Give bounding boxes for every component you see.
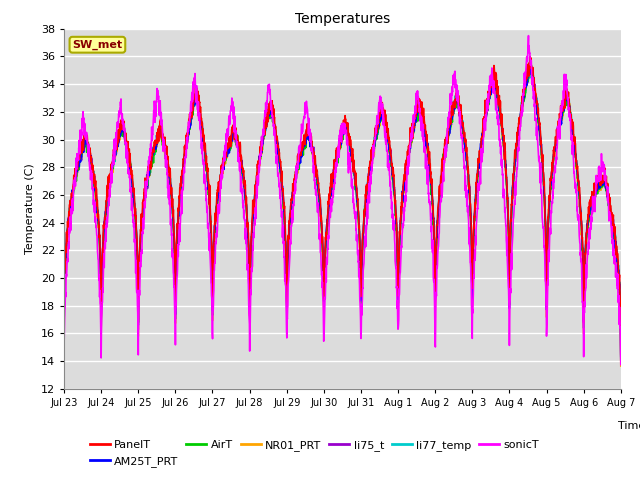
li77_temp [60,355,68,360]
li75_t [371,143,378,149]
AM25T_PRT [568,127,575,133]
sonicT [525,33,532,38]
li77_temp [526,62,534,68]
Line: AirT: AirT [64,64,621,360]
PanelT [504,206,512,212]
Line: PanelT: PanelT [64,57,621,354]
sonicT [504,276,512,282]
PanelT [526,54,534,60]
sonicT [216,211,223,216]
Line: sonicT: sonicT [64,36,621,365]
li75_t [60,354,68,360]
li75_t [568,128,575,134]
Line: li77_temp: li77_temp [64,65,621,358]
Line: li75_t: li75_t [64,61,621,357]
sonicT [584,254,591,260]
PanelT [568,117,575,122]
NR01_PRT [504,220,512,226]
AirT [358,252,366,257]
li77_temp [504,212,512,218]
NR01_PRT [584,231,591,237]
Line: AM25T_PRT: AM25T_PRT [64,63,621,360]
AirT [568,127,575,132]
Title: Temperatures: Temperatures [295,12,390,26]
sonicT [568,134,575,140]
li75_t [358,249,366,254]
Legend: PanelT, AM25T_PRT, AirT, NR01_PRT, li75_t, li77_temp, sonicT: PanelT, AM25T_PRT, AirT, NR01_PRT, li75_… [85,436,544,471]
NR01_PRT [60,365,68,371]
PanelT [358,240,366,246]
NR01_PRT [371,144,378,149]
NR01_PRT [216,191,223,197]
li77_temp [358,247,366,253]
AM25T_PRT [504,215,512,220]
NR01_PRT [527,58,534,63]
sonicT [617,362,625,368]
Text: SW_met: SW_met [72,40,122,50]
li75_t [216,179,223,184]
li75_t [504,215,512,221]
PanelT [371,138,378,144]
AirT [216,185,223,191]
li75_t [584,226,591,232]
X-axis label: Time: Time [618,421,640,431]
li75_t [527,59,535,64]
sonicT [358,296,366,301]
AM25T_PRT [60,357,68,362]
AirT [617,357,625,363]
AM25T_PRT [526,60,534,66]
li77_temp [584,223,591,228]
AirT [504,217,512,223]
NR01_PRT [358,253,366,259]
Y-axis label: Temperature (C): Temperature (C) [25,163,35,254]
AirT [527,61,534,67]
li77_temp [568,120,575,126]
NR01_PRT [568,121,575,127]
AM25T_PRT [216,184,223,190]
AM25T_PRT [358,247,366,252]
AM25T_PRT [617,356,625,361]
AirT [60,352,68,358]
PanelT [60,345,68,350]
li77_temp [216,180,223,186]
AM25T_PRT [371,143,378,148]
PanelT [584,224,591,229]
li75_t [617,353,625,359]
AirT [584,225,591,230]
PanelT [216,183,223,189]
sonicT [371,139,378,144]
AM25T_PRT [584,221,591,227]
sonicT [60,346,68,352]
PanelT [617,351,625,357]
li77_temp [617,353,625,359]
Line: NR01_PRT: NR01_PRT [64,60,621,368]
AirT [371,142,378,148]
li77_temp [371,134,378,140]
NR01_PRT [617,363,625,369]
